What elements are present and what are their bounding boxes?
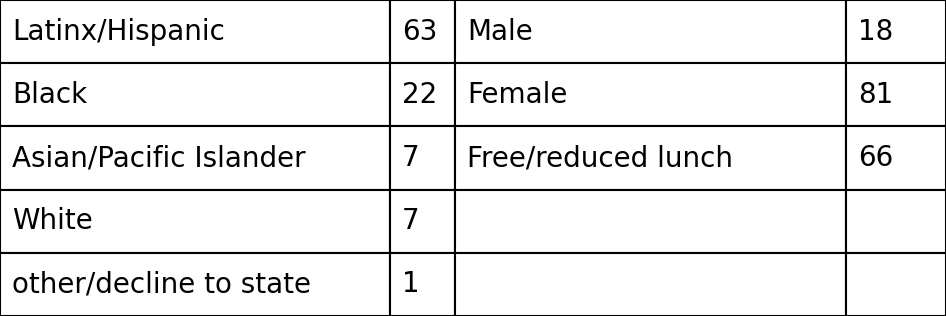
Text: 22: 22 bbox=[402, 81, 437, 109]
Text: 66: 66 bbox=[858, 144, 893, 172]
Text: Asian/Pacific Islander: Asian/Pacific Islander bbox=[12, 144, 306, 172]
Text: 63: 63 bbox=[402, 18, 437, 46]
Bar bbox=[0, 63, 390, 126]
Bar bbox=[846, 126, 946, 190]
Bar bbox=[455, 253, 846, 316]
Bar bbox=[390, 0, 455, 63]
Bar bbox=[846, 190, 946, 253]
Text: Latinx/Hispanic: Latinx/Hispanic bbox=[12, 18, 225, 46]
Bar bbox=[390, 63, 455, 126]
Bar bbox=[0, 190, 390, 253]
Bar bbox=[846, 253, 946, 316]
Text: other/decline to state: other/decline to state bbox=[12, 270, 311, 298]
Bar bbox=[0, 0, 390, 63]
Text: Free/reduced lunch: Free/reduced lunch bbox=[467, 144, 733, 172]
Text: 81: 81 bbox=[858, 81, 893, 109]
Bar bbox=[0, 253, 390, 316]
Text: 1: 1 bbox=[402, 270, 420, 298]
Bar bbox=[455, 63, 846, 126]
Bar bbox=[390, 126, 455, 190]
Bar bbox=[0, 126, 390, 190]
Bar bbox=[455, 126, 846, 190]
Bar bbox=[455, 190, 846, 253]
Text: Male: Male bbox=[467, 18, 533, 46]
Text: Female: Female bbox=[467, 81, 568, 109]
Bar bbox=[846, 63, 946, 126]
Text: 7: 7 bbox=[402, 144, 420, 172]
Bar bbox=[390, 253, 455, 316]
Text: 18: 18 bbox=[858, 18, 893, 46]
Bar bbox=[455, 0, 846, 63]
Text: Black: Black bbox=[12, 81, 87, 109]
Bar bbox=[390, 190, 455, 253]
Text: White: White bbox=[12, 207, 93, 235]
Text: 7: 7 bbox=[402, 207, 420, 235]
Bar bbox=[846, 0, 946, 63]
